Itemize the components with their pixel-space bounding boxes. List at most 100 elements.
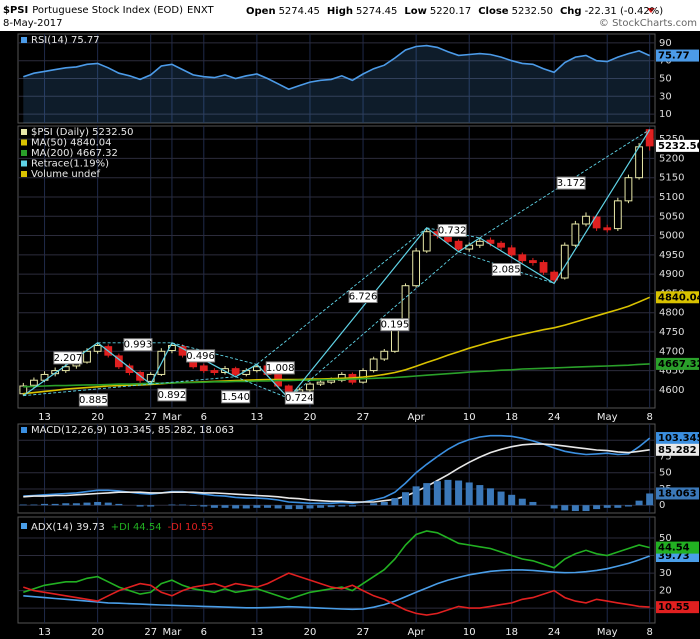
histogram-bar [274, 505, 282, 509]
quote-label: High [327, 6, 353, 17]
histogram-bar [242, 505, 250, 509]
legend-swatch [21, 139, 27, 146]
value-tag-label: 4667.32 [658, 359, 700, 370]
x-tick-label: May [597, 412, 618, 423]
value-tag [656, 443, 699, 456]
histogram-bar [253, 505, 261, 508]
x-tick-label: May [597, 627, 618, 638]
value-tag-label: 44.54 [658, 543, 690, 554]
value-tag-label: 5232.50 [658, 141, 700, 152]
histogram-bar [423, 483, 431, 506]
y-tick-label: 4900 [659, 269, 684, 280]
quote-label: Chg [560, 6, 582, 17]
candle-body [550, 271, 559, 281]
retrace-label: 2.085 [492, 265, 521, 276]
x-tick-label: 27 [144, 627, 157, 638]
retrace-label-box [221, 390, 251, 404]
retrace-label: 1.540 [221, 392, 250, 403]
legend-entry: MA(200) 4667.32 [31, 148, 118, 159]
quote-label: Close [478, 6, 509, 17]
value-tag-label: 39.73 [658, 551, 690, 562]
histogram-bar [380, 501, 388, 506]
x-tick-label: 6 [201, 412, 207, 423]
y-tick-label: 5150 [659, 173, 684, 184]
histogram-bar [168, 504, 176, 506]
histogram-bar [593, 505, 601, 510]
candle-body [369, 358, 378, 372]
retrace-label-box [123, 338, 153, 352]
histogram-bar [465, 482, 473, 506]
x-tick-label: 27 [144, 412, 157, 423]
exchange: ENXT [187, 5, 214, 16]
panel [17, 423, 656, 514]
candle-body [613, 200, 622, 230]
x-tick-label: 13 [38, 412, 51, 423]
value-tag-label: 75.77 [658, 51, 690, 62]
y-tick-label: 4800 [659, 308, 684, 319]
histogram-bar [402, 492, 410, 506]
histogram-bar [348, 505, 356, 507]
histogram-bar [51, 503, 59, 506]
quote-label: Low [404, 6, 426, 17]
histogram-bar [232, 505, 240, 509]
candle-body [518, 254, 527, 262]
candle-body [316, 381, 325, 385]
x-tick-label: 20 [304, 412, 317, 423]
legend-swatch [21, 427, 27, 433]
retrace-label-box [265, 361, 295, 375]
quote-value: 5220.17 [430, 6, 471, 17]
candle-body [390, 327, 399, 352]
series-line [23, 44, 651, 91]
x-tick-label: Apr [407, 627, 425, 638]
x-tick-label: 18 [505, 412, 518, 423]
histogram-bar [518, 498, 526, 506]
x-tick-label: 13 [251, 627, 264, 638]
y-tick-label: 50 [659, 533, 672, 544]
retrace-dashed [256, 227, 428, 365]
value-tag-label: 10.55 [658, 602, 690, 613]
histogram-bar [444, 479, 452, 506]
x-tick-label: 20 [304, 627, 317, 638]
histogram-bar [391, 498, 399, 506]
value-tag [656, 49, 699, 62]
y-tick-label: 50 [659, 74, 672, 85]
y-tick-label: 50 [659, 468, 672, 479]
histogram-bar [624, 505, 632, 507]
index-name: Portuguese Stock Index (EOD) [32, 5, 183, 16]
histogram-bar [412, 486, 420, 506]
x-tick-label: 27 [357, 627, 370, 638]
retrace-label: 0.892 [158, 390, 187, 401]
histogram-bar [561, 505, 569, 511]
y-tick-label: 10 [659, 109, 672, 120]
histogram-bar [19, 504, 27, 506]
retrace-label-box [284, 391, 314, 405]
histogram-bar [529, 501, 537, 506]
value-tag [656, 291, 699, 304]
candle-body [507, 247, 516, 256]
legend-entry: -DI 10.55 [168, 522, 214, 533]
header-date: 8-May-2017 [3, 18, 63, 29]
header-title: $PSI Portuguese Stock Index (EOD) ENXT [3, 5, 214, 16]
x-tick-label: 24 [548, 627, 561, 638]
value-tag [656, 432, 699, 445]
down-arrow [647, 8, 655, 13]
y-tick-label: 4950 [659, 250, 684, 261]
candle-body [306, 383, 314, 391]
x-tick-label: Mar [163, 412, 183, 423]
value-tag-label: 85.282 [658, 445, 697, 456]
histogram-bar [285, 505, 293, 510]
quote-value: -22.31 (-0.42%) [585, 6, 664, 17]
retrace-label-box [491, 263, 521, 277]
series-line [23, 572, 650, 616]
histogram-bar [370, 503, 378, 506]
candle-body [83, 350, 91, 363]
value-tag [656, 487, 699, 500]
candle-body [645, 129, 654, 147]
retrace-label-box [53, 351, 83, 365]
retrace-zigzag [22, 129, 651, 400]
x-tick-label: 18 [505, 627, 518, 638]
y-tick-label: 90 [659, 38, 672, 49]
legend-swatch [21, 171, 27, 177]
x-tick-label: 27 [357, 412, 370, 423]
retrace-label: 0.724 [285, 393, 314, 404]
